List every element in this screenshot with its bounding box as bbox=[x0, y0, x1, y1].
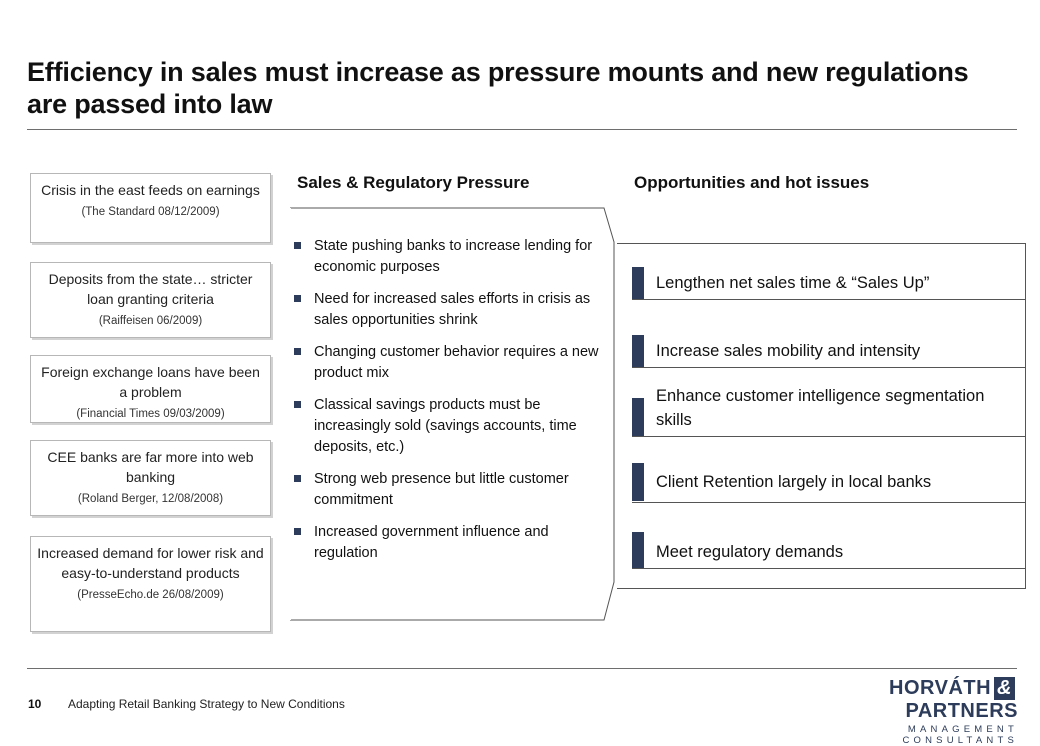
opportunities-heading: Opportunities and hot issues bbox=[634, 173, 870, 192]
bullet-square-icon bbox=[294, 242, 301, 249]
bullet-square-icon bbox=[294, 295, 301, 302]
accent-bar bbox=[632, 335, 644, 367]
opportunity-item-5: Meet regulatory demands bbox=[632, 530, 1025, 569]
accent-bar bbox=[632, 267, 644, 299]
pressure-item: Increased government influence and regul… bbox=[293, 522, 603, 564]
bullet-square-icon bbox=[294, 348, 301, 355]
footer-divider bbox=[27, 668, 1017, 669]
opportunities-frame bbox=[617, 243, 1026, 589]
quote-source: (Roland Berger, 12/08/2008) bbox=[77, 493, 224, 505]
quote-source: (The Standard 08/12/2009) bbox=[81, 206, 220, 218]
quote-text: Deposits from the state… stricter loan g… bbox=[48, 271, 253, 307]
pressure-item: Classical savings products must be incre… bbox=[293, 395, 603, 458]
quote-text: CEE banks are far more into web banking bbox=[47, 449, 254, 485]
quote-card-1: Crisis in the east feeds on earnings (Th… bbox=[30, 173, 271, 243]
pressure-frame bbox=[289, 207, 615, 621]
quote-text: Crisis in the east feeds on earnings bbox=[41, 182, 260, 198]
quote-source: (Financial Times 09/03/2009) bbox=[76, 408, 225, 420]
pressure-item: Need for increased sales efforts in cris… bbox=[293, 289, 603, 331]
logo-ampersand: & bbox=[994, 677, 1015, 700]
opportunity-item-1: Lengthen net sales time & “Sales Up” bbox=[632, 261, 1025, 300]
logo-tagline: MANAGEMENT CONSULTANTS bbox=[902, 724, 1018, 746]
company-logo: HORVÁTH &PARTNERS MANAGEMENT CONSULTANTS bbox=[828, 677, 1018, 746]
pressure-list: State pushing banks to increase lending … bbox=[293, 236, 603, 575]
pressure-item: Strong web presence but little customer … bbox=[293, 469, 603, 511]
accent-bar bbox=[632, 532, 644, 568]
pressure-item: State pushing banks to increase lending … bbox=[293, 236, 603, 278]
bullet-square-icon bbox=[294, 528, 301, 535]
quote-card-3: Foreign exchange loans have been a probl… bbox=[30, 355, 271, 423]
quote-source: (Raiffeisen 06/2009) bbox=[98, 315, 203, 327]
quote-source: (PresseEcho.de 26/08/2009) bbox=[77, 589, 224, 601]
pressure-heading: Sales & Regulatory Pressure bbox=[297, 173, 530, 192]
quote-text: Increased demand for lower risk and easy… bbox=[37, 545, 264, 581]
logo-word-2: PARTNERS bbox=[905, 700, 1018, 722]
bullet-square-icon bbox=[294, 401, 301, 408]
opportunity-item-2: Increase sales mobility and intensity bbox=[632, 329, 1025, 368]
pressure-item: Changing customer behavior requires a ne… bbox=[293, 342, 603, 384]
opportunity-item-4: Client Retention largely in local banks bbox=[632, 460, 1025, 503]
quote-text: Foreign exchange loans have been a probl… bbox=[41, 364, 260, 400]
accent-bar bbox=[632, 463, 644, 501]
page-title: Efficiency in sales must increase as pre… bbox=[27, 57, 969, 119]
accent-bar bbox=[632, 398, 644, 436]
bullet-square-icon bbox=[294, 475, 301, 482]
logo-word-1: HORVÁTH bbox=[889, 677, 992, 699]
opportunity-item-3: Enhance customer intelligence segmentati… bbox=[632, 384, 1025, 437]
quote-card-5: Increased demand for lower risk and easy… bbox=[30, 536, 271, 632]
quote-card-4: CEE banks are far more into web banking … bbox=[30, 440, 271, 516]
footer-text: Adapting Retail Banking Strategy to New … bbox=[68, 697, 345, 711]
page-number: 10 bbox=[28, 697, 42, 711]
title-divider bbox=[27, 129, 1017, 130]
quote-card-2: Deposits from the state… stricter loan g… bbox=[30, 262, 271, 338]
